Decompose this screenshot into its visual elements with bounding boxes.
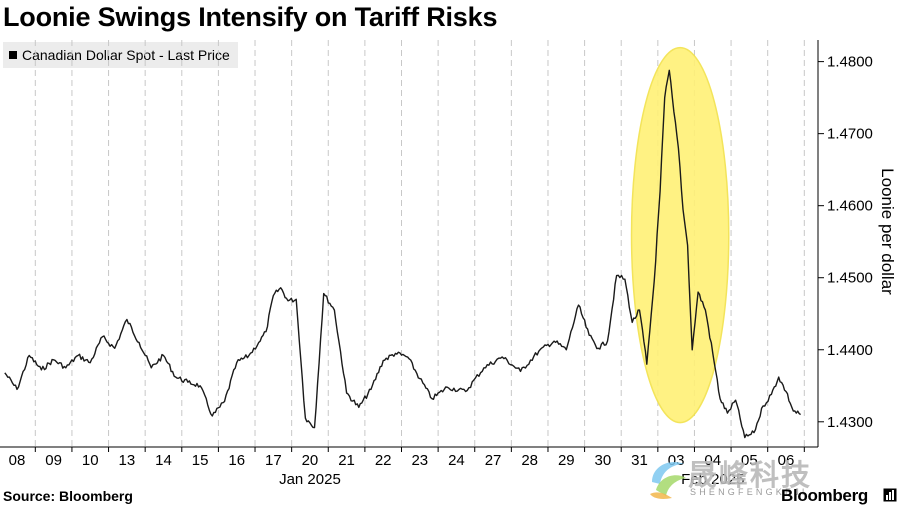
x-tick-label: 16 (228, 452, 245, 469)
x-tick-label: 17 (265, 452, 282, 469)
x-tick-label: 13 (119, 452, 136, 469)
x-tick-label: 06 (778, 452, 795, 469)
y-tick-label: 1.4600 (827, 198, 873, 215)
legend-label: Canadian Dollar Spot - Last Price (22, 47, 230, 63)
x-tick-label: 09 (45, 452, 62, 469)
y-tick-label: 1.4400 (827, 342, 873, 359)
legend-swatch-icon (9, 51, 17, 59)
x-tick-label: 22 (375, 452, 392, 469)
chart-share-icon[interactable] (883, 488, 897, 502)
x-tick-label: 21 (338, 452, 355, 469)
y-tick-label: 1.4800 (827, 54, 873, 71)
x-group-label: Feb 2025 (681, 471, 744, 488)
x-tick-label: 23 (411, 452, 428, 469)
y-tick-label: 1.4700 (827, 126, 873, 143)
x-tick-label: 31 (631, 452, 648, 469)
y-tick-label: 1.4500 (827, 270, 873, 287)
x-tick-label: 27 (485, 452, 502, 469)
source-note: Source: Bloomberg (3, 488, 133, 504)
highlight-layer (630, 46, 730, 424)
x-tick-label: 14 (155, 452, 172, 469)
x-tick-label: 28 (521, 452, 538, 469)
y-axis: 1.4300 1.4400 1.4500 1.4600 1.4700 1.4800 Loon… (817, 40, 897, 447)
chart-title: Loonie Swings Intensify on Tariff Risks (3, 2, 498, 32)
y-axis-label: Loonie per dollar (878, 168, 897, 295)
x-tick-label: 20 (302, 452, 319, 469)
x-tick-label: 24 (448, 452, 465, 469)
x-tick-label: 05 (741, 452, 758, 469)
x-tick-label: 30 (595, 452, 612, 469)
x-tick-label: 10 (82, 452, 99, 469)
x-tick-label: 04 (704, 452, 721, 469)
highlight-ellipse (630, 46, 730, 424)
brand-logo: Bloomberg (780, 486, 868, 505)
y-tick-label: 1.4300 (827, 414, 873, 431)
x-group-label: Jan 2025 (279, 471, 341, 488)
x-axis: 08 09 10 13 14 15 16 17 20 21 22 23 24 27 28 29 30 31 03 04… (0, 446, 818, 488)
series-line-canadian-dollar (4, 69, 802, 439)
x-tick-label: 29 (558, 452, 575, 469)
legend: Canadian Dollar Spot - Last Price (3, 42, 238, 68)
x-tick-label: 15 (192, 452, 209, 469)
series-layer (4, 69, 802, 439)
x-tick-label: 08 (9, 452, 26, 469)
x-tick-label: 03 (668, 452, 685, 469)
